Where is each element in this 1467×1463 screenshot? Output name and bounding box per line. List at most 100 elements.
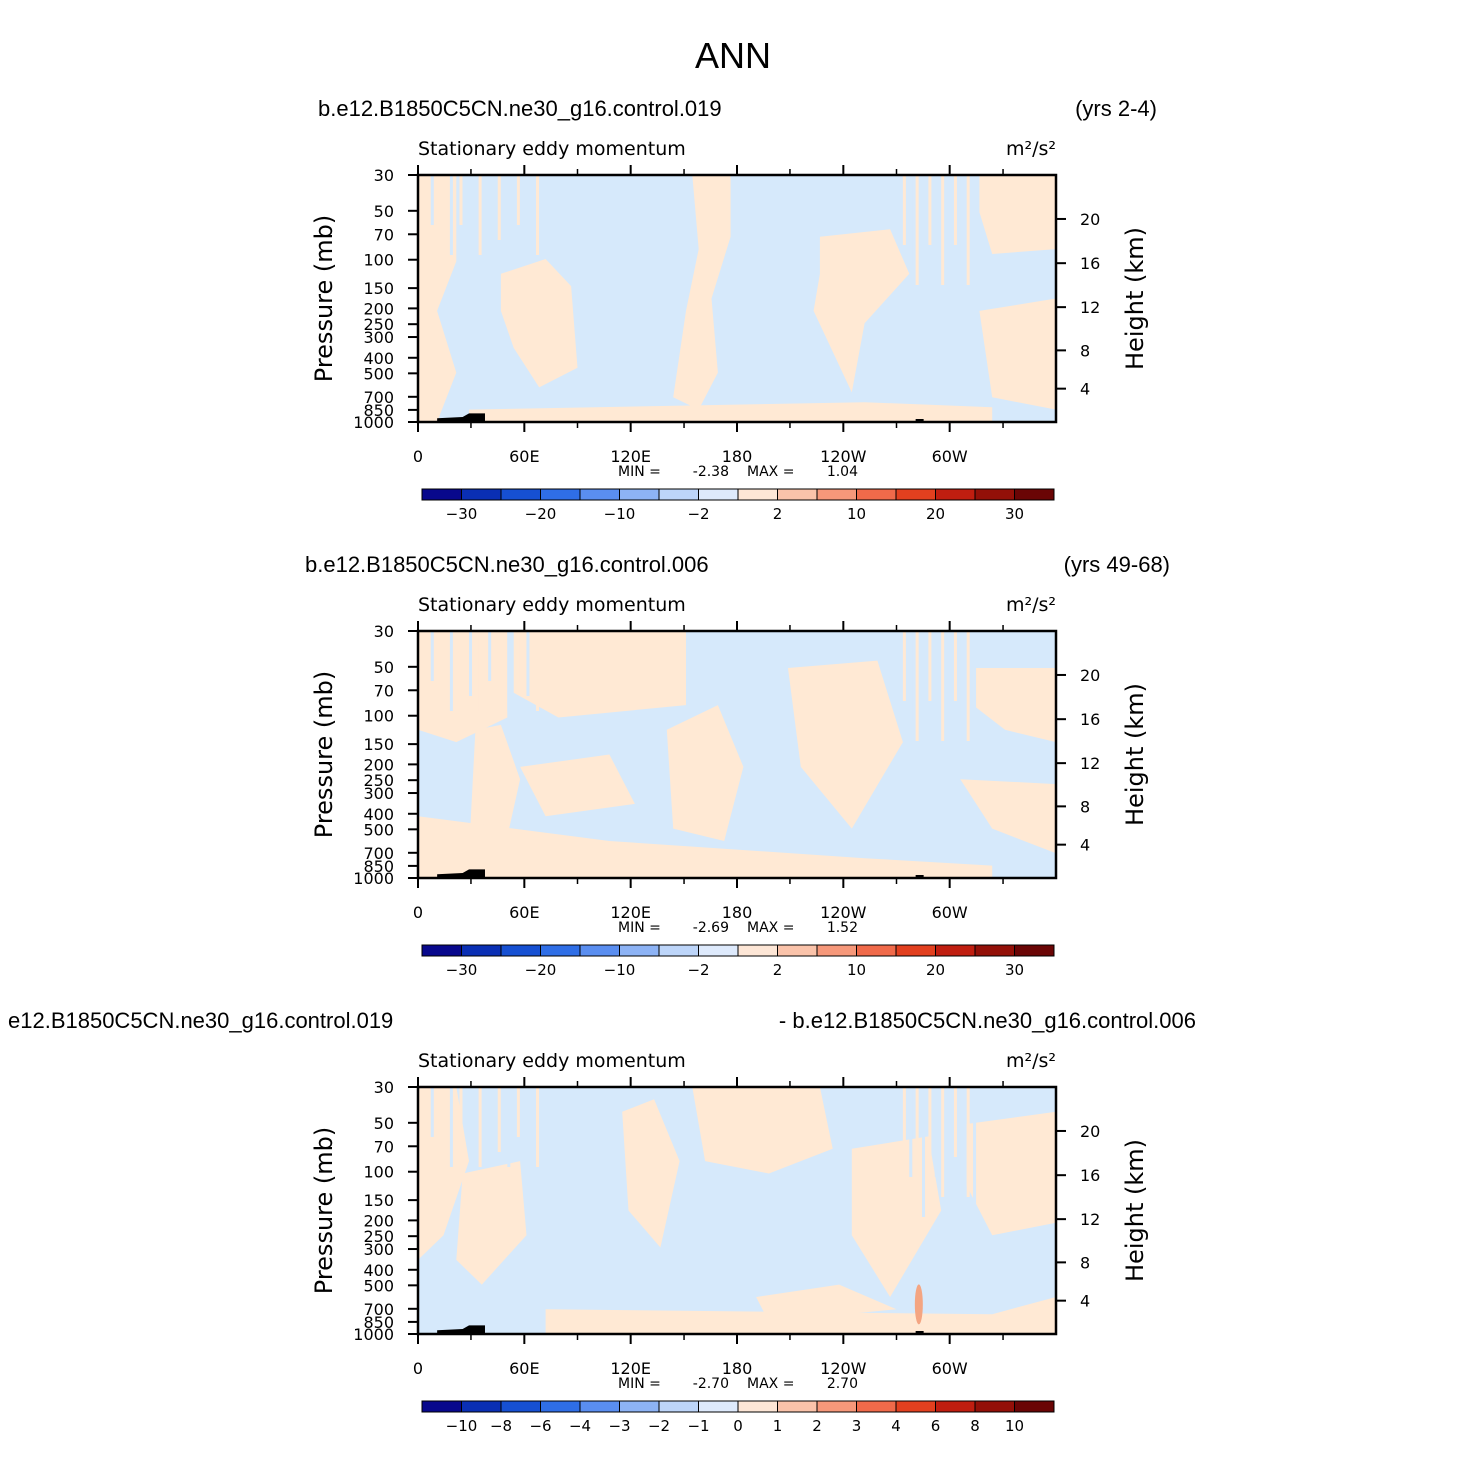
y-tick-label: 70 (374, 1137, 394, 1156)
panels: b.e12.B1850C5CN.ne30_g16.control.019 (yrs… (8, 96, 1196, 1435)
colorbar-swatch (816, 488, 857, 501)
contour-streak (922, 1087, 926, 1217)
contour-streak (966, 175, 970, 285)
contour-layer (418, 175, 1056, 422)
contour-streak (973, 1087, 977, 1217)
colorbar-label: 3 (852, 1417, 862, 1435)
max-label: MAX = (747, 464, 794, 480)
colorbar-label: −3 (608, 1417, 630, 1435)
colorbar-label: −6 (529, 1417, 551, 1435)
topography (437, 1325, 485, 1334)
y-tick-label: 70 (374, 681, 394, 700)
x-tick-label: 60E (509, 447, 539, 466)
panel-3: e12.B1850C5CN.ne30_g16.control.019 - b.e1… (8, 1008, 1196, 1435)
colorbar-swatch (974, 488, 1015, 501)
contour-streak (953, 175, 957, 245)
x-tick-label: 0 (413, 447, 423, 466)
y-tick-label: 500 (363, 364, 394, 383)
colorbar-swatch (856, 488, 897, 501)
colorbar-label: 10 (1005, 1417, 1024, 1435)
y-tick-label: 1000 (353, 413, 394, 432)
y-tick-label: 250 (363, 315, 394, 334)
colorbar-swatch (974, 1400, 1015, 1413)
min-label: MIN = (618, 1376, 661, 1392)
contour-streak (440, 175, 444, 240)
contour-streak (440, 631, 444, 696)
y-axis-label: Pressure (mb) (310, 1127, 338, 1294)
colorbar-swatch (500, 488, 541, 501)
colorbar-label: 1 (773, 1417, 783, 1435)
colorbar-label: 30 (1005, 961, 1024, 979)
colorbar-swatch (816, 1400, 857, 1413)
colorbar-label: −10 (604, 505, 636, 523)
contour-streak (966, 631, 970, 741)
x-tick-label: 120W (820, 1359, 867, 1378)
y-right-tick-label: 8 (1080, 1253, 1090, 1272)
topography (915, 419, 924, 422)
y-tick-label: 70 (374, 225, 394, 244)
colorbar-swatch (935, 488, 976, 501)
contour-streak (526, 175, 530, 240)
y-tick-label: 700 (363, 844, 394, 863)
contour-streak (526, 631, 530, 696)
contour-streak (497, 175, 501, 240)
positive-contour-region (513, 631, 686, 718)
contour-streak (526, 1087, 530, 1152)
y-tick-label: 150 (363, 735, 394, 754)
colorbar-swatch (1014, 1400, 1055, 1413)
x-tick-label: 120W (820, 447, 867, 466)
units-label: m²/s² (1006, 138, 1056, 160)
y-tick-label: 150 (363, 279, 394, 298)
colorbar-swatch (856, 1400, 897, 1413)
positive-contour-region (418, 631, 508, 743)
contour-streak (478, 631, 482, 711)
contour-streak (516, 631, 520, 681)
contour-streak (928, 175, 932, 245)
y-right-axis-label: Height (km) (1121, 1139, 1149, 1282)
positive-contour-region (973, 668, 1056, 743)
colorbar-label: −8 (490, 1417, 512, 1435)
y-axis-label: Pressure (mb) (310, 215, 338, 382)
topography (915, 875, 924, 878)
contour-streak (536, 1087, 540, 1167)
y-tick-label: 850 (363, 1313, 394, 1332)
x-tick-label: 60W (932, 447, 968, 466)
y-tick-label: 250 (363, 771, 394, 790)
y-tick-label: 50 (374, 1114, 394, 1133)
contour-streak (902, 175, 906, 245)
y-tick-label: 50 (374, 658, 394, 677)
y-right-tick-label: 8 (1080, 341, 1090, 360)
colorbar-swatch (461, 1400, 502, 1413)
topography (437, 869, 485, 878)
colorbar-swatch (737, 1400, 778, 1413)
contour-streak (915, 1087, 919, 1197)
topography (915, 1331, 924, 1334)
y-right-tick-label: 12 (1080, 754, 1100, 773)
colorbar-label: 30 (1005, 505, 1024, 523)
y-tick-label: 700 (363, 388, 394, 407)
max-label: MAX = (747, 920, 794, 936)
contour-streak (922, 631, 926, 761)
y-right-axis-label: Height (km) (1121, 683, 1149, 826)
positive-contour-region (960, 779, 1056, 854)
positive-anomaly-spot (914, 1284, 923, 1325)
positive-contour-region (500, 259, 578, 388)
colorbar-swatch (658, 944, 699, 957)
plot-title: Stationary eddy momentum (418, 594, 686, 616)
contour-streak (488, 631, 492, 681)
positive-contour-region (418, 1087, 469, 1260)
contour-streak (934, 631, 938, 721)
case-years-label: (yrs 2-4) (1075, 96, 1157, 121)
max-value: 2.70 (827, 1376, 858, 1392)
positive-contour-region (418, 816, 993, 878)
colorbar-swatch (856, 944, 897, 957)
contour-streak (960, 631, 964, 721)
colorbar-label: −30 (446, 505, 478, 523)
colorbar-swatch (579, 1400, 620, 1413)
positive-contour-region (813, 229, 910, 393)
topography (437, 413, 485, 422)
contour-streak (902, 1087, 906, 1157)
positive-contour-region (520, 754, 635, 817)
y-tick-label: 300 (363, 1240, 394, 1259)
